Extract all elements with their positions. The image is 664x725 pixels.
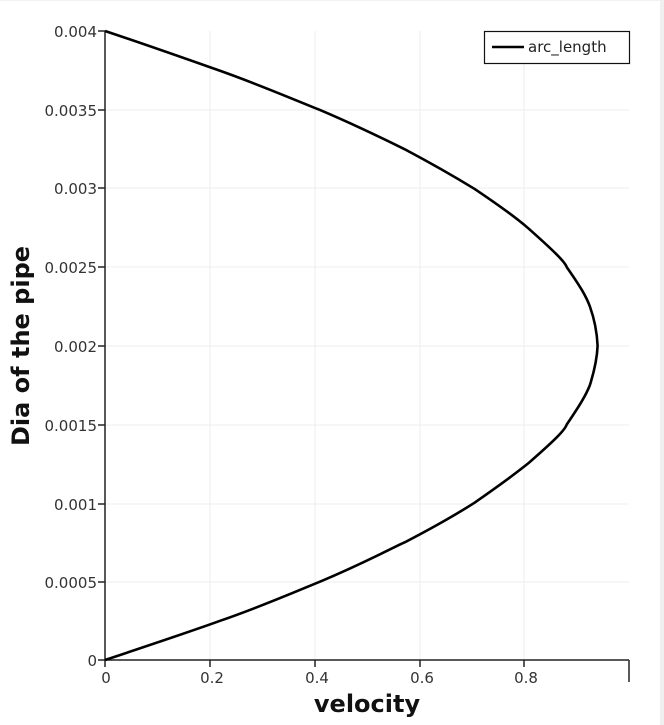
y-axis-title: Dia of the pipe [7,246,35,446]
y-tick-label: 0.0035 [45,102,98,120]
y-tick-label: 0.003 [54,180,97,198]
x-tick-label: 0.2 [200,669,224,687]
x-axis-title: velocity [314,690,421,718]
legend-label: arc_length [528,38,607,57]
y-tick-label: 0.002 [54,338,97,356]
y-tick-label: 0.0025 [45,259,98,277]
y-tick-label: 0 [87,652,97,670]
y-tick-label: 0.001 [54,496,97,514]
y-tick-labels: 0.004 0.0035 0.003 0.0025 0.002 0.0015 0… [45,23,98,670]
x-axis [104,659,630,682]
x-tick-label: 0.4 [305,669,329,687]
x-tick-label: 0.6 [410,669,434,687]
right-border-strip [660,0,664,725]
y-tick-label: 0.0005 [45,574,98,592]
y-tick-label: 0.004 [54,23,97,41]
x-tick-label: 0.8 [514,669,538,687]
gridlines [105,31,629,660]
x-tick-label: 0 [101,669,111,687]
y-tick-label: 0.0015 [45,417,98,435]
top-border [0,0,664,1]
series-line-arc-length [104,29,599,662]
y-axis [98,30,106,661]
legend: arc_length [483,30,631,65]
x-tick-labels: 0 0.2 0.4 0.6 0.8 [101,669,538,687]
